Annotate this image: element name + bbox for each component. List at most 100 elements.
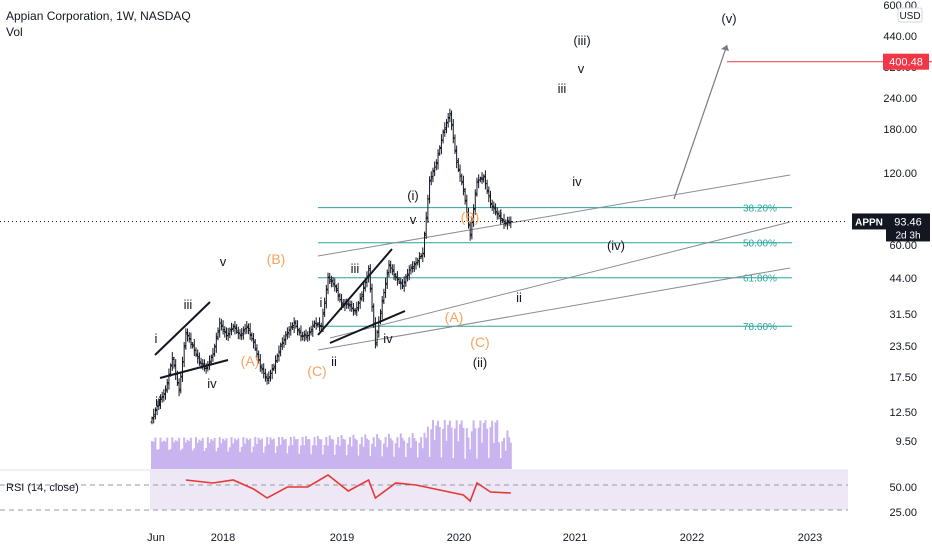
wave-label: (iv) (607, 238, 625, 253)
volume-bar (455, 420, 458, 469)
rsi-layer (185, 474, 511, 503)
volume-bar (200, 440, 203, 469)
volume-bar (228, 447, 231, 469)
volume-bar (291, 444, 294, 469)
volume-bar (447, 424, 450, 469)
volume-bar (223, 440, 226, 469)
volume-bar (264, 446, 267, 469)
volume-bar (486, 428, 489, 469)
volume-bar (379, 440, 382, 469)
volume-bar (257, 437, 260, 469)
volume-bar (271, 439, 274, 469)
volume-bar (464, 458, 467, 469)
volume-bar (501, 441, 504, 469)
volume-bar (313, 437, 316, 469)
currency-badge[interactable] (897, 7, 923, 23)
volume-bar (398, 447, 401, 469)
wedge-line (159, 359, 229, 379)
volume-bar (404, 457, 407, 469)
volume-bar (167, 449, 170, 469)
volume-bar (311, 445, 314, 469)
volume-bar (506, 430, 509, 469)
volume-bar (211, 440, 214, 469)
wave-label-orange: (C) (470, 334, 489, 350)
volume-bar (345, 455, 348, 469)
volume-bar (352, 434, 355, 469)
volume-bar (315, 445, 318, 469)
volume-bar (259, 439, 262, 469)
rsi-panel: RSI (14, close) (0, 469, 848, 511)
volume-bar (426, 426, 429, 469)
volume-bar (198, 439, 201, 469)
wave-label: (iii) (573, 33, 590, 48)
volume-bar (343, 439, 346, 469)
volume-bar (225, 438, 228, 469)
volume-bar (475, 458, 478, 469)
chart-title[interactable]: Appian Corporation, 1W, NASDAQ (6, 9, 191, 23)
wave-label-orange: (B) (461, 209, 480, 225)
volume-bar (245, 438, 248, 469)
wave-label: iv (572, 174, 582, 189)
volume-bar (384, 437, 387, 469)
volume-bar (408, 437, 411, 469)
volume-bar (321, 454, 324, 469)
time-axis: Jun 2018 2019 2020 2021 2022 2023 (147, 532, 822, 544)
channel-line (317, 174, 791, 257)
volume-layer (151, 420, 512, 469)
volume-bar (431, 420, 434, 469)
volume-bar (421, 448, 424, 469)
volume-bar (156, 449, 159, 469)
volume-bar (369, 455, 372, 469)
wave-label: v (220, 254, 227, 269)
price-tick: 31.50 (889, 309, 917, 321)
volume-bar (154, 437, 157, 469)
volume-bar (152, 441, 155, 469)
volume-bar (472, 420, 475, 469)
rsi-band (150, 470, 848, 510)
wave-label-orange: (A) (241, 353, 260, 369)
volume-bar (328, 435, 331, 469)
volume-bar (318, 439, 321, 469)
target-price-label: 400.48 (889, 57, 923, 69)
volume-bar (367, 440, 370, 469)
volume-bar (301, 437, 304, 469)
volume-bar (289, 437, 292, 469)
volume-bar (306, 439, 309, 469)
volume-bar (235, 440, 238, 469)
volume-bar (338, 446, 341, 469)
volume-bar (193, 448, 196, 469)
volume-bar (462, 427, 465, 469)
wave-label: v (578, 61, 585, 76)
volume-bar (442, 428, 445, 469)
wave-label-orange: (A) (445, 309, 464, 325)
volume-bar (430, 429, 433, 469)
price-tick: 17.50 (889, 372, 917, 384)
volume-bar (215, 451, 218, 469)
volume-bar (362, 446, 365, 469)
volume-bar (420, 437, 423, 469)
volume-bar (272, 438, 275, 469)
volume-bar (213, 438, 216, 469)
volume-bar (220, 443, 223, 469)
volume-bar (450, 427, 453, 469)
volume-bar (377, 438, 380, 469)
volume-bar (508, 437, 511, 469)
channel-line (317, 267, 791, 351)
volume-bar (286, 453, 289, 469)
volume-bar (244, 443, 247, 469)
wave-label: i (155, 331, 158, 346)
volume-bar (261, 438, 264, 469)
time-tick: 2020 (447, 532, 471, 544)
wave-label: iii (351, 261, 360, 276)
volume-bar (357, 455, 360, 469)
volume-bar (457, 441, 460, 469)
volume-bar (161, 441, 164, 469)
volume-bar (460, 420, 463, 469)
volume-bar (196, 442, 199, 469)
volume-bar (474, 428, 477, 469)
rsi-tick: 50.00 (889, 482, 917, 494)
candles (150, 108, 513, 425)
volume-bar (415, 440, 418, 469)
volume-bar (349, 437, 352, 469)
